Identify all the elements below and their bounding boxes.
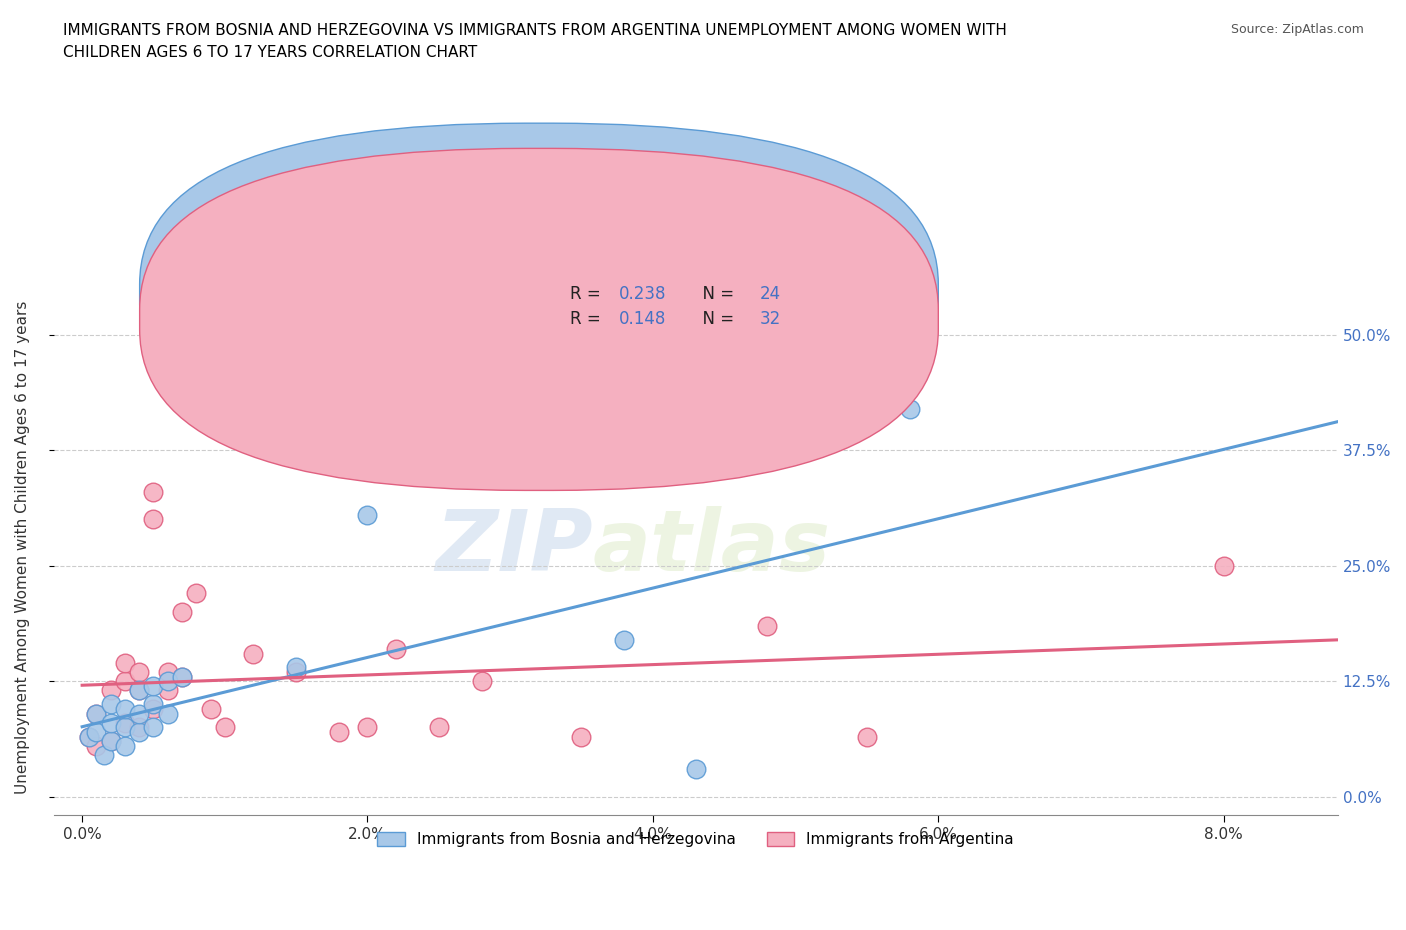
Point	[128, 683, 150, 698]
Point	[100, 715, 122, 730]
Point	[114, 674, 136, 689]
Text: CHILDREN AGES 6 TO 17 YEARS CORRELATION CHART: CHILDREN AGES 6 TO 17 YEARS CORRELATION …	[63, 45, 478, 60]
Point	[114, 738, 136, 753]
Point	[170, 670, 193, 684]
Point	[571, 729, 593, 744]
Point	[856, 729, 879, 744]
Text: ZIP: ZIP	[436, 506, 593, 589]
Text: atlas: atlas	[593, 506, 831, 589]
Point	[285, 660, 308, 675]
FancyBboxPatch shape	[139, 149, 938, 490]
Point	[385, 642, 408, 657]
Point	[427, 720, 450, 735]
Point	[685, 762, 707, 777]
Point	[285, 665, 308, 680]
Point	[156, 665, 179, 680]
Point	[100, 734, 122, 749]
Point	[242, 646, 264, 661]
Point	[186, 586, 208, 601]
Point	[128, 724, 150, 739]
Point	[128, 720, 150, 735]
Point	[142, 512, 165, 527]
Point	[170, 604, 193, 619]
Point	[86, 738, 108, 753]
Text: R =: R =	[569, 311, 606, 328]
Point	[356, 720, 378, 735]
Point	[100, 697, 122, 711]
Point	[156, 683, 179, 698]
Point	[1212, 558, 1234, 573]
Point	[613, 632, 636, 647]
Point	[142, 697, 165, 711]
Point	[142, 701, 165, 716]
Point	[142, 678, 165, 693]
Text: 32: 32	[759, 311, 782, 328]
Point	[114, 715, 136, 730]
FancyBboxPatch shape	[503, 272, 882, 343]
Text: R =: R =	[569, 286, 606, 303]
Point	[755, 618, 778, 633]
Point	[356, 508, 378, 523]
Point	[200, 701, 222, 716]
Point	[156, 674, 179, 689]
Point	[100, 683, 122, 698]
Point	[86, 706, 108, 721]
Y-axis label: Unemployment Among Women with Children Ages 6 to 17 years: Unemployment Among Women with Children A…	[15, 300, 30, 794]
Point	[93, 748, 115, 763]
Point	[156, 706, 179, 721]
Point	[328, 724, 350, 739]
Point	[77, 729, 100, 744]
Point	[214, 720, 236, 735]
Point	[86, 724, 108, 739]
Point	[86, 706, 108, 721]
Point	[77, 729, 100, 744]
Point	[142, 485, 165, 499]
Text: 0.238: 0.238	[619, 286, 666, 303]
Text: IMMIGRANTS FROM BOSNIA AND HERZEGOVINA VS IMMIGRANTS FROM ARGENTINA UNEMPLOYMENT: IMMIGRANTS FROM BOSNIA AND HERZEGOVINA V…	[63, 23, 1007, 38]
Point	[128, 706, 150, 721]
Point	[128, 665, 150, 680]
Point	[114, 720, 136, 735]
Point	[114, 656, 136, 671]
Point	[114, 701, 136, 716]
Text: 24: 24	[759, 286, 780, 303]
Text: Source: ZipAtlas.com: Source: ZipAtlas.com	[1230, 23, 1364, 36]
Text: N =: N =	[692, 311, 740, 328]
Point	[142, 720, 165, 735]
Legend: Immigrants from Bosnia and Herzegovina, Immigrants from Argentina: Immigrants from Bosnia and Herzegovina, …	[371, 826, 1019, 853]
FancyBboxPatch shape	[139, 123, 938, 465]
Point	[100, 734, 122, 749]
Text: 0.148: 0.148	[619, 311, 666, 328]
Text: N =: N =	[692, 286, 740, 303]
Point	[898, 401, 921, 416]
Point	[170, 670, 193, 684]
Point	[471, 674, 494, 689]
Point	[128, 683, 150, 698]
